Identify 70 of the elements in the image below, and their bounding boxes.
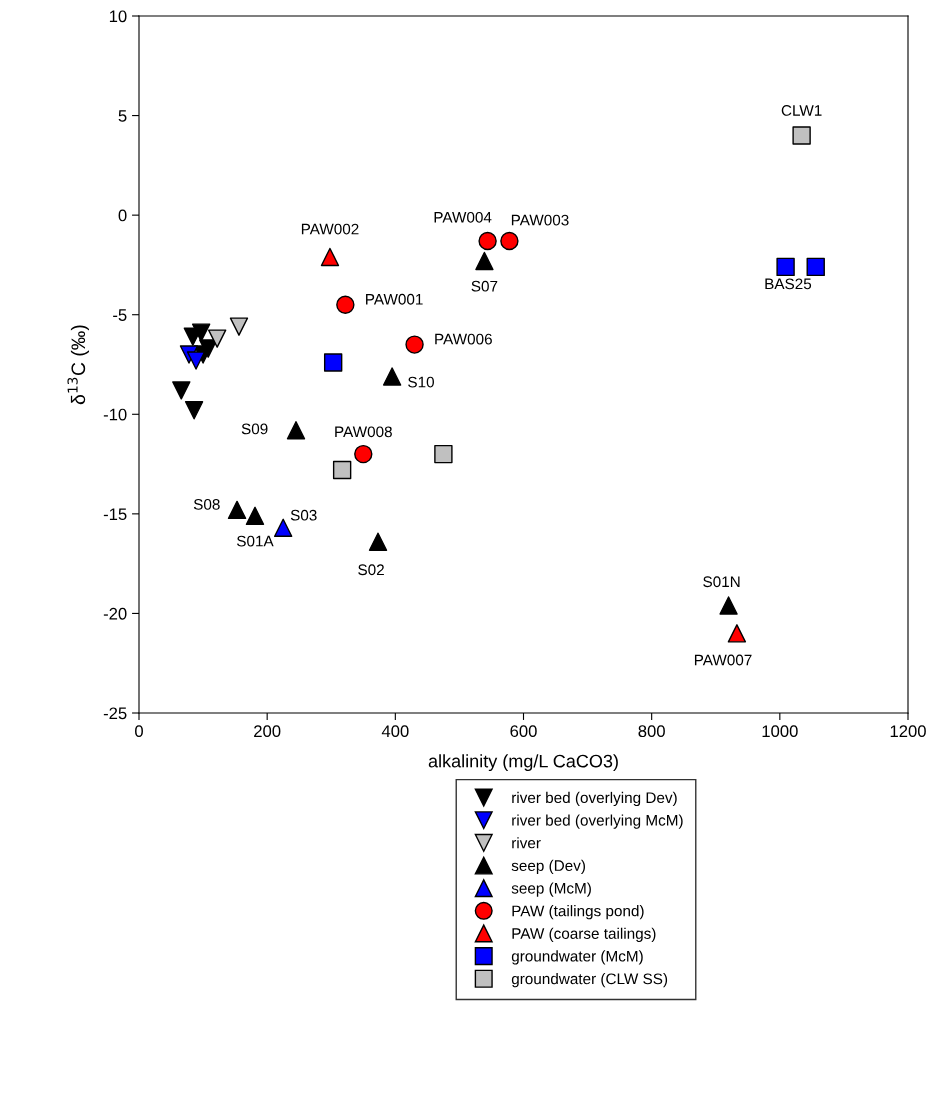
x-tick-label: 200 xyxy=(254,725,281,738)
point xyxy=(332,460,352,480)
point xyxy=(475,251,494,271)
y-tick-label: -25 xyxy=(103,707,127,720)
y-tick-label: 5 xyxy=(118,110,127,122)
annotation: BAS25 xyxy=(765,278,812,290)
annotation: S10 xyxy=(408,376,434,388)
annotation: S08 xyxy=(193,498,220,510)
point xyxy=(727,624,747,643)
legend-label: PAW (coarse tailings) xyxy=(512,927,656,942)
point xyxy=(172,381,191,400)
point xyxy=(323,353,343,372)
x-tick-label: 600 xyxy=(510,725,537,738)
point xyxy=(286,421,306,440)
annotation: PAW007 xyxy=(694,654,752,666)
annotation: S02 xyxy=(358,564,384,576)
point xyxy=(354,444,373,464)
x-tick-label: 800 xyxy=(638,725,665,738)
point xyxy=(806,257,825,277)
legend-label: groundwater (CLW SS) xyxy=(511,973,668,988)
point xyxy=(719,596,738,615)
point xyxy=(229,317,249,336)
legend-label: river xyxy=(512,837,541,849)
point xyxy=(478,231,497,251)
annotation: S09 xyxy=(241,423,268,435)
x-tick-label: 0 xyxy=(135,725,143,738)
x-axis-title: alkalinity (mg/L CaCO3) xyxy=(428,754,618,772)
annotation: PAW006 xyxy=(435,333,492,345)
annotation: S01N xyxy=(703,576,740,588)
point xyxy=(191,323,211,342)
annotation: PAW008 xyxy=(335,426,392,438)
y-tick-label: -20 xyxy=(103,607,127,620)
legend-label: PAW (tailings pond) xyxy=(512,905,644,920)
legend-label: groundwater (McM) xyxy=(511,950,643,965)
point xyxy=(273,518,293,537)
point xyxy=(320,247,340,267)
y-tick-label: 10 xyxy=(109,10,127,23)
point xyxy=(382,367,402,386)
point xyxy=(776,257,795,277)
legend-label: river bed (overlying Dev) xyxy=(512,791,677,807)
y-axis-title: δ$^{13}$C (‰) xyxy=(67,325,90,405)
point xyxy=(500,231,519,251)
x-tick-label: 1000 xyxy=(762,725,798,738)
legend-label: seep (Dev) xyxy=(511,859,585,875)
annotation: PAW004 xyxy=(434,211,492,223)
y-tick-label: -10 xyxy=(103,408,127,421)
annotation: PAW002 xyxy=(301,223,359,235)
point xyxy=(184,401,204,420)
legend-label: river bed (overlying McM) xyxy=(512,814,683,829)
point xyxy=(434,444,453,464)
y-tick-label: -5 xyxy=(113,309,127,321)
point xyxy=(405,335,424,354)
annotation: PAW001 xyxy=(366,293,423,305)
legend-label: seep (McM) xyxy=(511,882,591,897)
point xyxy=(186,351,206,370)
point xyxy=(245,506,265,526)
point xyxy=(368,532,388,551)
annotation: CLW1 xyxy=(781,104,822,116)
x-tick-label: 1200 xyxy=(890,725,926,738)
point xyxy=(227,500,247,520)
annotation: S03 xyxy=(290,509,317,521)
point xyxy=(207,329,227,348)
annotation: S07 xyxy=(471,280,498,292)
y-tick-label: -15 xyxy=(103,508,127,521)
annotation: S01A xyxy=(237,535,274,547)
annotation: PAW003 xyxy=(511,214,569,226)
y-tick-label: 0 xyxy=(118,209,127,222)
x-tick-label: 400 xyxy=(381,725,409,738)
point xyxy=(792,126,811,145)
point xyxy=(336,295,355,314)
